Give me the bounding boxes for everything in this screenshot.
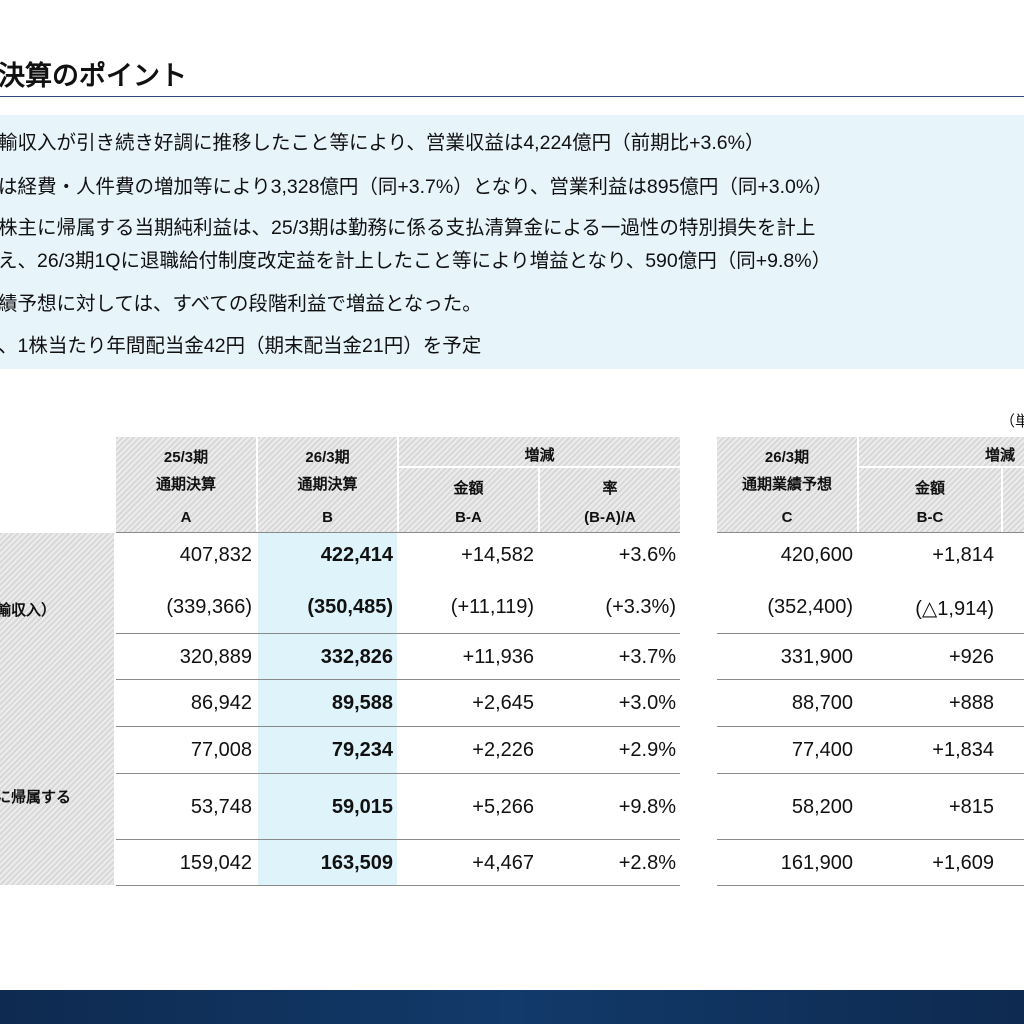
header-change-ab: 増減 bbox=[399, 437, 680, 466]
key-point: は経費・人件費の増加等により3,328億円（同+3.7%）となり、営業利益は89… bbox=[0, 176, 833, 198]
cell-current-actual: 89,588 bbox=[331, 692, 393, 714]
cell-prev-actual: 53,748 bbox=[190, 796, 252, 818]
table-rule bbox=[116, 839, 680, 840]
cell-forecast: 420,600 bbox=[780, 544, 853, 566]
section-header: 決算のポイント bbox=[0, 52, 1024, 97]
row-label: 輸収入） bbox=[0, 602, 57, 619]
cell-forecast: 58,200 bbox=[791, 796, 853, 818]
cell-change-rate: +3.7% bbox=[618, 646, 676, 668]
cell-forecast: 161,900 bbox=[780, 852, 853, 874]
header-col-c-type: 通期業績予想 bbox=[741, 476, 832, 493]
cell-prev-actual: 159,042 bbox=[179, 852, 252, 874]
cell-forecast: 77,400 bbox=[791, 739, 853, 761]
row-label: に帰属する bbox=[0, 789, 72, 806]
cell-change-amount: +2,226 bbox=[472, 739, 534, 761]
cell-change-rate: +2.9% bbox=[618, 739, 676, 761]
header-col-c: 26/3期 通期業績予想 C bbox=[717, 437, 857, 532]
header-rate-label: 率 bbox=[602, 480, 618, 497]
cell-change-amount: +2,645 bbox=[472, 692, 534, 714]
cell-current-actual: 79,234 bbox=[331, 739, 393, 761]
cell-prev-actual: 407,832 bbox=[179, 544, 252, 566]
cell-forecast: 88,700 bbox=[791, 692, 853, 714]
key-point: 輸収入が引き続き好調に推移したこと等により、営業収益は4,224億円（前期比+3… bbox=[0, 132, 765, 154]
cell-prev-actual: 320,889 bbox=[179, 646, 252, 668]
cell-current-actual: 163,509 bbox=[320, 852, 393, 874]
cell-forecast-diff: +888 bbox=[948, 692, 994, 714]
table-rule bbox=[116, 532, 680, 533]
header-col-b-type: 通期決算 bbox=[297, 476, 358, 493]
header-amount-bc-code: B-C bbox=[916, 509, 944, 526]
cell-change-amount: +5,266 bbox=[472, 796, 534, 818]
table-rule bbox=[116, 773, 680, 774]
cell-change-amount: +14,582 bbox=[461, 544, 534, 566]
header-rate-code: (B-A)/A bbox=[584, 509, 636, 526]
cell-forecast: 331,900 bbox=[780, 646, 853, 668]
table-rule bbox=[717, 633, 1024, 634]
header-col-a-period: 25/3期 bbox=[163, 449, 209, 466]
header-col-a-code: A bbox=[180, 509, 192, 526]
cell-current-actual: 422,414 bbox=[320, 544, 393, 566]
cell-prev-actual: 86,942 bbox=[190, 692, 252, 714]
cell-forecast-diff: +1,609 bbox=[932, 852, 994, 874]
cell-prev-actual: 77,008 bbox=[190, 739, 252, 761]
header-change-bc: 増減 bbox=[859, 437, 1024, 466]
unit-label: （単 bbox=[1000, 413, 1024, 430]
key-point: 、1株当たり年間配当金42円（期末配当金21円）を予定 bbox=[0, 335, 482, 357]
table-rule bbox=[116, 679, 680, 680]
header-change-bc-amount: 金額 B-C bbox=[859, 468, 1001, 532]
header-amount-label: 金額 bbox=[453, 480, 484, 497]
cell-forecast-diff: +926 bbox=[948, 646, 994, 668]
table-rule bbox=[717, 532, 1024, 533]
key-points-panel: 輸収入が引き続き好調に推移したこと等により、営業収益は4,224億円（前期比+3… bbox=[0, 115, 1024, 369]
cell-forecast-diff: +1,814 bbox=[932, 544, 994, 566]
cell-forecast: (352,400) bbox=[767, 596, 853, 618]
header-change-ab-rate: 率 (B-A)/A bbox=[540, 468, 680, 532]
key-point: え、26/3期1Qに退職給付制度改定益を計上したこと等により増益となり、590億… bbox=[0, 250, 832, 272]
header-change-bc-rate bbox=[1003, 468, 1024, 532]
cell-change-rate: +9.8% bbox=[618, 796, 676, 818]
header-change-ab-label: 増減 bbox=[524, 447, 555, 464]
table-rule bbox=[717, 726, 1024, 727]
header-col-c-code: C bbox=[781, 509, 793, 526]
table-rule bbox=[717, 839, 1024, 840]
header-col-a-type: 通期決算 bbox=[155, 476, 216, 493]
table-rule bbox=[717, 679, 1024, 680]
table-rule bbox=[116, 726, 680, 727]
header-col-c-period: 26/3期 bbox=[764, 449, 810, 466]
cell-current-actual: 59,015 bbox=[331, 796, 393, 818]
header-change-bc-label: 増減 bbox=[984, 447, 1015, 464]
header-col-b-code: B bbox=[322, 509, 333, 526]
table-rule bbox=[116, 885, 680, 886]
cell-change-rate: +3.0% bbox=[618, 692, 676, 714]
header-amount-code: B-A bbox=[455, 509, 482, 526]
row-label-column: 輸収入） に帰属する bbox=[0, 533, 114, 885]
table-rule bbox=[717, 773, 1024, 774]
page-title: 決算のポイント bbox=[0, 61, 187, 91]
cell-current-actual: 332,826 bbox=[320, 646, 393, 668]
cell-forecast-diff: +1,834 bbox=[932, 739, 994, 761]
cell-change-rate: +2.8% bbox=[618, 852, 676, 874]
cell-forecast-diff: (△1,914) bbox=[915, 598, 994, 620]
cell-current-actual: (350,485) bbox=[307, 596, 393, 618]
cell-forecast-diff: +815 bbox=[948, 796, 994, 818]
cell-change-amount: +11,936 bbox=[462, 646, 534, 668]
key-point: 績予想に対しては、すべての段階利益で増益となった。 bbox=[0, 293, 482, 315]
key-point: 株主に帰属する当期純利益は、25/3期は勤務に係る支払清算金による一過性の特別損… bbox=[0, 217, 816, 239]
header-change-ab-amount: 金額 B-A bbox=[399, 468, 538, 532]
cell-change-rate: (+3.3%) bbox=[605, 596, 676, 618]
cell-change-amount: +4,467 bbox=[472, 852, 534, 874]
cell-change-amount: (+11,119) bbox=[450, 596, 534, 618]
header-amount-bc-label: 金額 bbox=[914, 480, 945, 497]
cell-change-rate: +3.6% bbox=[618, 544, 676, 566]
header-col-b: 26/3期 通期決算 B bbox=[258, 437, 397, 532]
header-col-b-period: 26/3期 bbox=[305, 449, 350, 466]
cell-prev-actual: (339,366) bbox=[166, 596, 252, 618]
table-rule bbox=[116, 633, 680, 634]
table-rule bbox=[717, 885, 1024, 886]
header-col-a: 25/3期 通期決算 A bbox=[116, 437, 256, 532]
current-period-highlight bbox=[258, 533, 397, 885]
footer-bar bbox=[0, 990, 1024, 1024]
